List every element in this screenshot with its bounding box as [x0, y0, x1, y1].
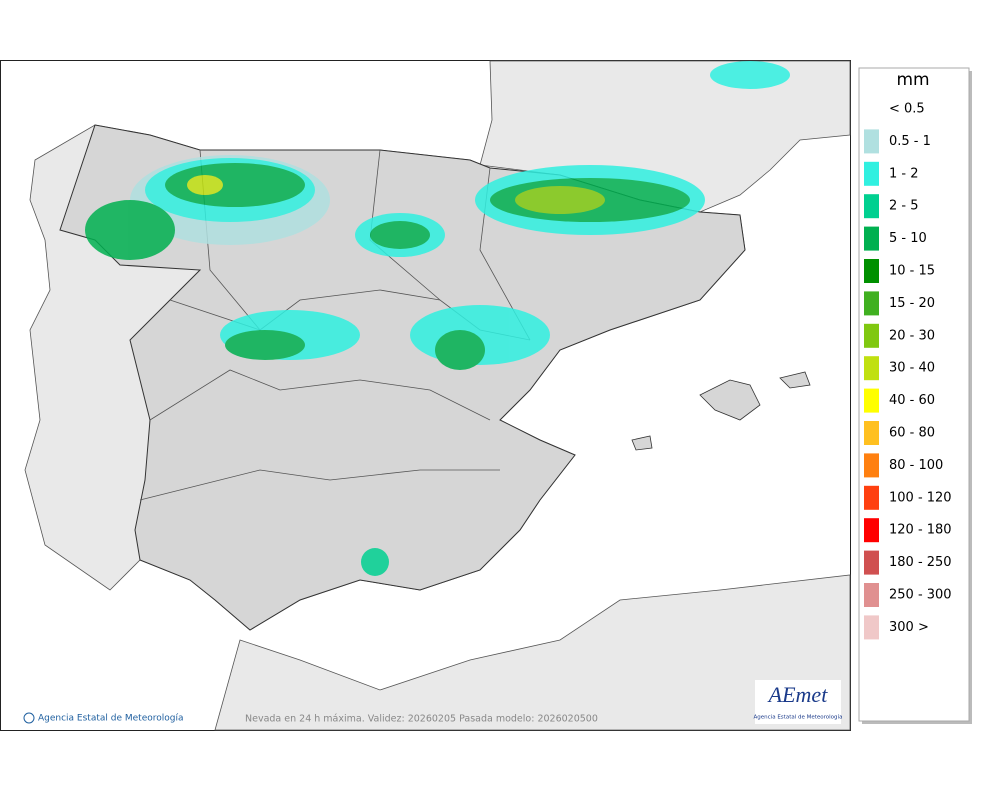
- legend-swatch: [864, 226, 879, 251]
- legend-swatch: [864, 129, 879, 154]
- legend-swatch: [864, 550, 879, 575]
- logo-subtitle: Agencia Estatal de Meteorología: [754, 714, 843, 721]
- legend-swatch: [864, 356, 879, 381]
- legend-label: 5 - 10: [889, 231, 927, 246]
- legend-label: < 0.5: [889, 102, 925, 117]
- legend-swatch: [864, 421, 879, 445]
- legend-label: 40 - 60: [889, 393, 935, 408]
- legend-label: 100 - 120: [889, 490, 952, 505]
- spain: [59, 124, 746, 631]
- legend-swatch: [864, 485, 879, 510]
- legend-label: 60 - 80: [889, 426, 935, 441]
- credit-icon: [23, 712, 35, 724]
- legend-swatch: [864, 518, 879, 543]
- legend-swatch: [864, 291, 879, 316]
- legend-label: 30 - 40: [889, 361, 935, 376]
- legend-swatch: [864, 388, 879, 413]
- legend-label: 180 - 250: [889, 555, 952, 570]
- footer-credit: Agencia Estatal de Meteorología: [38, 714, 184, 724]
- balearic-islands: [631, 371, 811, 451]
- legend-title: mm: [896, 70, 929, 90]
- legend-label: 300 >: [889, 620, 929, 635]
- logo-box: [755, 680, 841, 724]
- legend-label: 120 - 180: [889, 523, 952, 538]
- legend-label: 0.5 - 1: [889, 134, 931, 149]
- logo-name: AEmet: [767, 682, 829, 707]
- legend-swatch: [864, 323, 879, 348]
- legend-swatch: [864, 615, 879, 640]
- legend-label: 80 - 100: [889, 458, 943, 473]
- legend-swatch: [864, 583, 879, 607]
- footer-caption: Nevada en 24 h máxima. Validez: 20260205…: [245, 714, 598, 725]
- legend-label: 2 - 5: [889, 199, 919, 214]
- legend-swatch: [864, 161, 879, 186]
- legend: mm < 0.5 0.5 - 1 1 - 2 2 - 5 5 - 10 10 - 15 15…: [858, 67, 972, 724]
- legend-swatch: [864, 453, 879, 478]
- legend-label: 250 - 300: [889, 588, 952, 603]
- snowfall-areas: [85, 61, 790, 576]
- legend-label: 1 - 2: [889, 166, 919, 181]
- legend-label: 20 - 30: [889, 328, 935, 343]
- legend-swatch: [864, 194, 879, 219]
- africa: [214, 574, 851, 731]
- legend-swatch: [864, 259, 879, 283]
- legend-label: 15 - 20: [889, 296, 935, 311]
- map: Agencia Estatal de Meteorología Nevada e…: [0, 60, 851, 731]
- legend-label: 10 - 15: [889, 264, 935, 279]
